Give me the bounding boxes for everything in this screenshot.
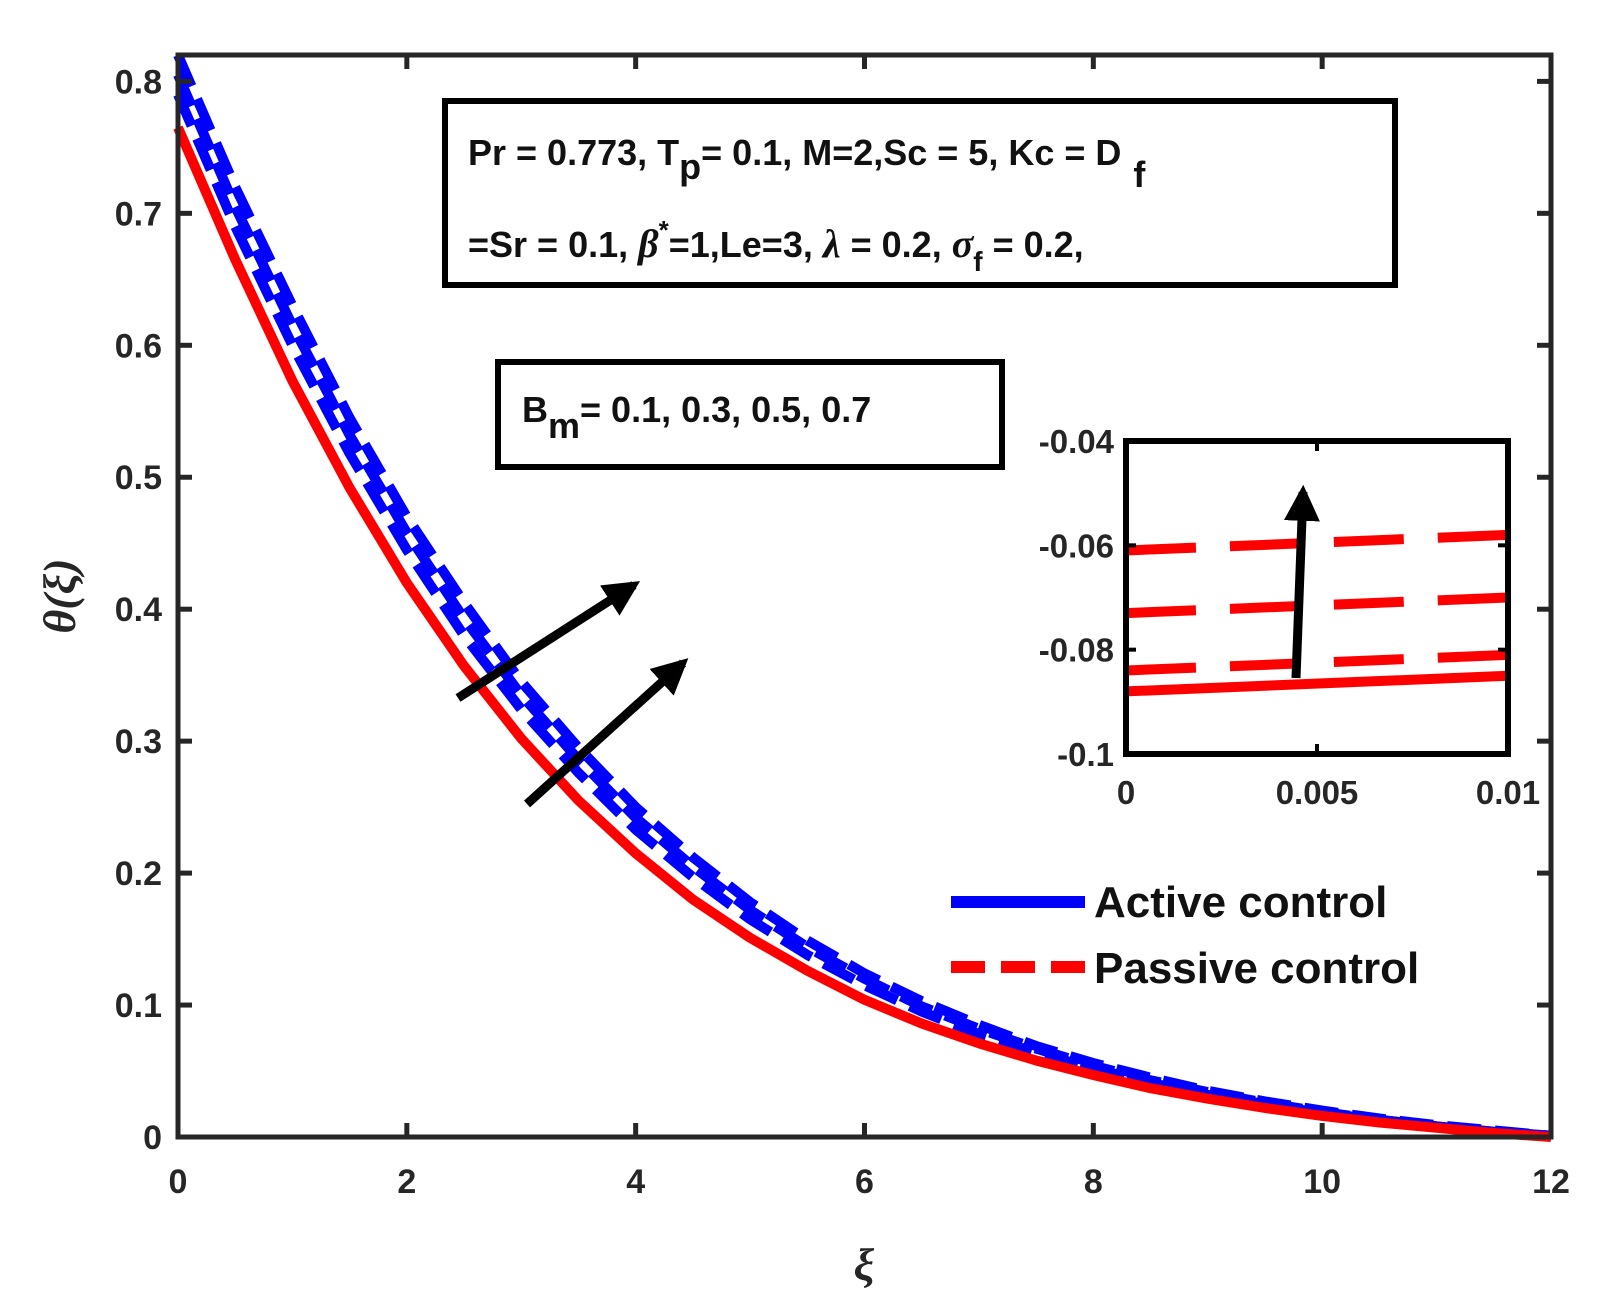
legend-label-passive: Passive control xyxy=(1094,944,1419,993)
inset-y-tick-label: -0.06 xyxy=(1039,527,1114,564)
inset-y-tick-label: -0.1 xyxy=(1057,736,1114,773)
param-sr-text: =Sr = 0.1, xyxy=(468,224,638,265)
param-sigma-symbol: σ xyxy=(952,221,975,266)
x-tick-label: 10 xyxy=(1303,1163,1341,1201)
legend-label-active: Active control xyxy=(1094,878,1387,927)
inset-plot: 0 0.005 0.01 -0.04 -0.06 -0.08 -0.1 xyxy=(1039,423,1540,811)
svg-text:Pr = 0.773, Tp= 0.1, M=2,Sc =: Pr = 0.773, Tp= 0.1, M=2,Sc = 5, Kc = D f xyxy=(468,132,1146,195)
inset-passive-solid-line xyxy=(1125,670,1509,697)
param-sigma-value: = 0.2, xyxy=(983,224,1084,265)
inset-passive-dashed-line-1 xyxy=(1125,529,1509,556)
bm-box-frame xyxy=(495,359,1005,470)
inset-y-tick-label: -0.04 xyxy=(1039,423,1115,460)
y-tick-label: 0.5 xyxy=(115,459,162,497)
parameter-annotation: Pr = 0.773, Tp= 0.1, M=2,Sc = 5, Kc = D f… xyxy=(442,98,1398,288)
y-tick-label: 0.6 xyxy=(115,327,162,365)
bm-subscript: m xyxy=(548,405,580,446)
param-le-text: =1,Le=3, xyxy=(669,224,823,265)
y-axis-label: θ(ξ) xyxy=(34,558,85,633)
y-tick-label: 0.2 xyxy=(115,855,162,893)
inset-trend-arrow xyxy=(1283,484,1320,679)
y-tick-label: 0 xyxy=(143,1119,162,1157)
param-pr-text: Pr = 0.773, T xyxy=(468,132,679,173)
bm-values: = 0.1, 0.3, 0.5, 0.7 xyxy=(580,389,871,430)
bm-symbol: B xyxy=(522,389,548,430)
x-tick-label: 4 xyxy=(626,1163,645,1201)
inset-x-tick-label: 0.01 xyxy=(1476,774,1540,811)
svg-text:Bm= 0.1, 0.3, 0.5, 0.7: Bm= 0.1, 0.3, 0.5, 0.7 xyxy=(522,389,871,446)
y-tick-label: 0.7 xyxy=(115,195,162,233)
y-tick-label: 0.8 xyxy=(115,63,162,101)
param-lambda-value: = 0.2, xyxy=(841,224,952,265)
y-tick-label: 0.4 xyxy=(115,591,162,629)
bm-annotation: Bm= 0.1, 0.3, 0.5, 0.7 xyxy=(495,359,1005,470)
x-axis-label: ξ xyxy=(854,1239,875,1290)
param-df-sub: f xyxy=(1133,154,1146,195)
y-tick-label: 0.3 xyxy=(115,723,162,761)
param-lambda-symbol: λ xyxy=(821,221,841,266)
inset-x-tick-label: 0 xyxy=(1117,774,1135,811)
y-tick-label: 0.1 xyxy=(115,987,162,1025)
inset-x-tick-label: 0.005 xyxy=(1276,774,1359,811)
main-ticks: 0 2 4 6 8 10 12 0 0.1 0.2 0.3 0.4 0.5 0.6 0.7 0.8 xyxy=(115,55,1570,1201)
inset-ticks: 0 0.005 0.01 -0.04 -0.06 -0.08 -0.1 xyxy=(1039,423,1540,811)
param-tp-sub: p xyxy=(679,146,701,187)
x-tick-label: 0 xyxy=(169,1163,188,1201)
inset-series-group xyxy=(1125,529,1509,697)
inset-y-tick-label: -0.08 xyxy=(1039,632,1114,669)
x-tick-label: 2 xyxy=(397,1163,416,1201)
trend-arrow-lower xyxy=(523,658,689,808)
param-beta-sup: * xyxy=(659,215,670,245)
inset-passive-dashed-line-2 xyxy=(1125,592,1509,619)
parameter-box-frame xyxy=(442,98,1398,288)
inset-passive-dashed-line-3 xyxy=(1125,649,1509,676)
x-tick-label: 8 xyxy=(1084,1163,1103,1201)
x-tick-label: 12 xyxy=(1532,1163,1570,1201)
svg-text:=Sr = 0.1, β*=1,Le=3, λ = 0.2,: =Sr = 0.1, β*=1,Le=3, λ = 0.2, σf = 0.2, xyxy=(468,215,1084,277)
param-rest-text: = 0.1, M=2,Sc = 5, Kc = D xyxy=(701,132,1121,173)
x-tick-label: 6 xyxy=(855,1163,874,1201)
legend: Active control Passive control xyxy=(951,878,1419,993)
main-series-group xyxy=(173,53,1552,1142)
param-beta-symbol: β xyxy=(636,221,659,266)
active-control-line-3 xyxy=(173,92,1552,1141)
trend-arrow-upper xyxy=(455,581,641,702)
passive-control-line xyxy=(173,125,1552,1142)
param-sigma-sub: f xyxy=(973,246,983,277)
